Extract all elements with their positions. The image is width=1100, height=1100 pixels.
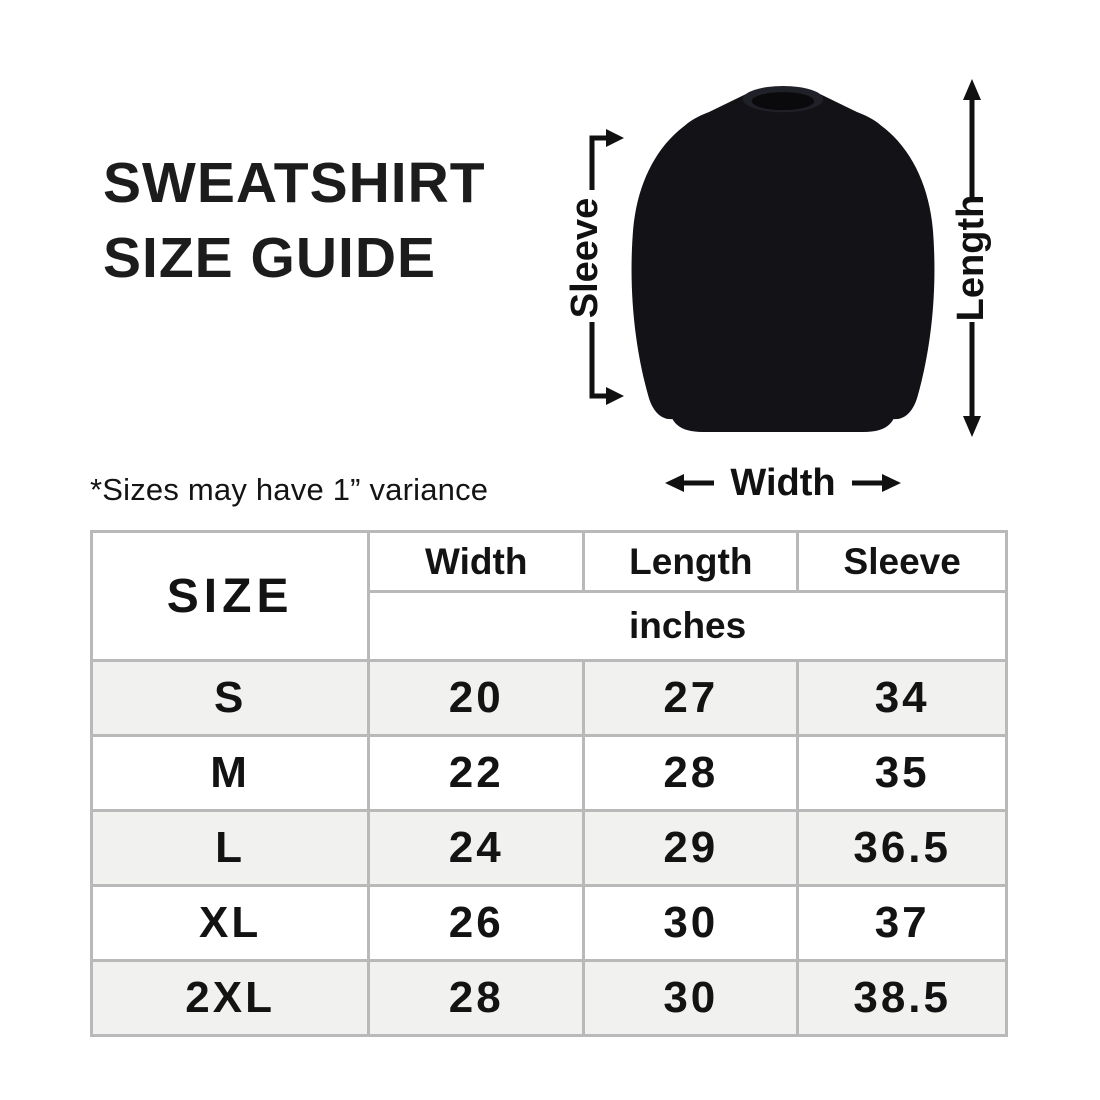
length-cell: 30 <box>582 959 800 1037</box>
sleeve-dimension-arrow <box>589 129 624 405</box>
size-cell: XL <box>89 884 371 962</box>
sleeve-cell: 35 <box>796 734 1008 812</box>
width-dimension-indicator: Width <box>612 460 954 506</box>
width-dimension-label: Width <box>730 462 836 504</box>
width-right-arrow-icon <box>851 474 901 492</box>
width-left-arrow-icon <box>665 474 715 492</box>
length-cell: 28 <box>582 734 800 812</box>
size-table-body: S 20 27 34 M 22 28 35 L 24 29 36.5 XL 26… <box>89 659 1008 1037</box>
size-column-header: SIZE <box>89 530 371 662</box>
width-cell: 26 <box>367 884 586 962</box>
sleeve-cell: 36.5 <box>796 809 1008 887</box>
page-title: SWEATSHIRT SIZE GUIDE <box>103 146 486 296</box>
length-cell: 30 <box>582 884 800 962</box>
width-column-header: Width <box>367 530 586 593</box>
table-row-m: M 22 28 35 <box>89 734 1008 812</box>
length-cell: 29 <box>582 809 800 887</box>
table-row-xl: XL 26 30 37 <box>89 884 1008 962</box>
width-cell: 24 <box>367 809 586 887</box>
unit-header: inches <box>367 590 1008 662</box>
measure-header-row: SIZE Width Length Sleeve <box>89 530 1008 662</box>
table-row-s: S 20 27 34 <box>89 659 1008 737</box>
size-cell: 2XL <box>89 959 371 1037</box>
variance-note: *Sizes may have 1” variance <box>90 472 489 507</box>
sweatshirt-illustration <box>631 86 935 432</box>
size-cell: L <box>89 809 371 887</box>
sleeve-cell: 37 <box>796 884 1008 962</box>
size-table-header: SIZE Width Length Sleeve inches <box>89 530 1008 662</box>
table-row-l: L 24 29 36.5 <box>89 809 1008 887</box>
size-cell: M <box>89 734 371 812</box>
length-dimension-label: Length <box>950 194 992 322</box>
sleeve-dimension-label: Sleeve <box>564 197 606 319</box>
size-table: SIZE Width Length Sleeve inches S 20 27 … <box>89 530 1008 1037</box>
length-dimension-arrow <box>963 79 981 437</box>
page-title-line1: SWEATSHIRT <box>103 151 486 215</box>
page-title-line2: SIZE GUIDE <box>103 226 437 290</box>
sleeve-cell: 34 <box>796 659 1008 737</box>
sleeve-column-header: Sleeve <box>796 530 1008 593</box>
table-row-2xl: 2XL 28 30 38.5 <box>89 959 1008 1037</box>
width-cell: 20 <box>367 659 586 737</box>
sleeve-cell: 38.5 <box>796 959 1008 1037</box>
unit-header-row: inches <box>92 590 1008 662</box>
size-cell: S <box>89 659 371 737</box>
width-cell: 22 <box>367 734 586 812</box>
length-column-header: Length <box>582 530 800 593</box>
width-cell: 28 <box>367 959 586 1037</box>
length-cell: 27 <box>582 659 800 737</box>
